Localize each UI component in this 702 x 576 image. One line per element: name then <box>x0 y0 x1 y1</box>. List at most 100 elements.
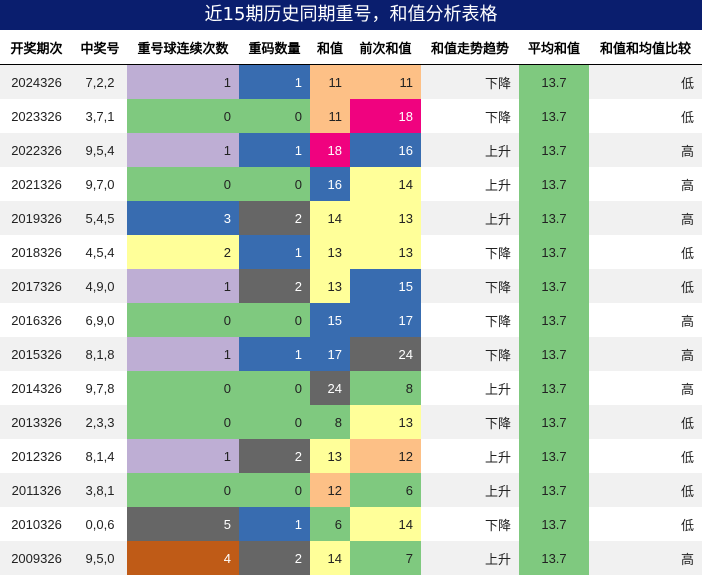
header-row: 开奖期次 中奖号 重号球连续次数 重码数量 和值 前次和值 和值走势趋势 平均和… <box>0 30 702 65</box>
cell-streak: 4 <box>127 541 239 575</box>
cell-sum: 16 <box>310 167 350 201</box>
cell-issue: 2023326 <box>0 99 73 133</box>
cell-prev-sum: 14 <box>350 507 421 541</box>
cell-repeat: 1 <box>239 64 310 99</box>
cell-prev-sum: 6 <box>350 473 421 507</box>
cell-repeat: 2 <box>239 269 310 303</box>
cell-issue: 2017326 <box>0 269 73 303</box>
cell-repeat: 0 <box>239 303 310 337</box>
header-streak: 重号球连续次数 <box>127 30 239 65</box>
cell-avg: 13.7 <box>519 371 589 405</box>
cell-trend: 下降 <box>421 99 519 133</box>
cell-numbers: 4,5,4 <box>73 235 127 269</box>
cell-avg: 13.7 <box>519 269 589 303</box>
cell-numbers: 6,9,0 <box>73 303 127 337</box>
table-row: 2009326 9,5,0 4 2 14 7 上升 13.7 高 <box>0 541 702 575</box>
cell-avg: 13.7 <box>519 439 589 473</box>
header-trend: 和值走势趋势 <box>421 30 519 65</box>
cell-numbers: 9,5,4 <box>73 133 127 167</box>
cell-prev-sum: 8 <box>350 371 421 405</box>
cell-compare: 低 <box>589 473 702 507</box>
cell-sum: 24 <box>310 371 350 405</box>
table-row: 2018326 4,5,4 2 1 13 13 下降 13.7 低 <box>0 235 702 269</box>
cell-issue: 2009326 <box>0 541 73 575</box>
header-compare: 和值和均值比较 <box>589 30 702 65</box>
cell-prev-sum: 17 <box>350 303 421 337</box>
cell-repeat: 0 <box>239 99 310 133</box>
cell-repeat: 1 <box>239 133 310 167</box>
cell-trend: 上升 <box>421 371 519 405</box>
cell-prev-sum: 15 <box>350 269 421 303</box>
cell-trend: 下降 <box>421 64 519 99</box>
cell-numbers: 4,9,0 <box>73 269 127 303</box>
cell-sum: 14 <box>310 541 350 575</box>
cell-repeat: 0 <box>239 405 310 439</box>
cell-numbers: 9,7,8 <box>73 371 127 405</box>
table-row: 2014326 9,7,8 0 0 24 8 上升 13.7 高 <box>0 371 702 405</box>
cell-issue: 2013326 <box>0 405 73 439</box>
cell-avg: 13.7 <box>519 303 589 337</box>
cell-streak: 2 <box>127 235 239 269</box>
cell-trend: 上升 <box>421 201 519 235</box>
cell-repeat: 0 <box>239 371 310 405</box>
cell-repeat: 1 <box>239 235 310 269</box>
cell-compare: 低 <box>589 64 702 99</box>
cell-numbers: 9,7,0 <box>73 167 127 201</box>
cell-prev-sum: 13 <box>350 235 421 269</box>
cell-prev-sum: 24 <box>350 337 421 371</box>
cell-avg: 13.7 <box>519 473 589 507</box>
cell-issue: 2016326 <box>0 303 73 337</box>
cell-streak: 1 <box>127 439 239 473</box>
table-row: 2017326 4,9,0 1 2 13 15 下降 13.7 低 <box>0 269 702 303</box>
cell-streak: 5 <box>127 507 239 541</box>
table-row: 2016326 6,9,0 0 0 15 17 下降 13.7 高 <box>0 303 702 337</box>
table-row: 2021326 9,7,0 0 0 16 14 上升 13.7 高 <box>0 167 702 201</box>
table-row: 2011326 3,8,1 0 0 12 6 上升 13.7 低 <box>0 473 702 507</box>
cell-compare: 低 <box>589 405 702 439</box>
cell-avg: 13.7 <box>519 507 589 541</box>
cell-sum: 6 <box>310 507 350 541</box>
cell-sum: 13 <box>310 235 350 269</box>
cell-prev-sum: 13 <box>350 201 421 235</box>
cell-repeat: 2 <box>239 201 310 235</box>
cell-avg: 13.7 <box>519 133 589 167</box>
cell-repeat: 2 <box>239 439 310 473</box>
cell-compare: 低 <box>589 235 702 269</box>
table-row: 2023326 3,7,1 0 0 11 18 下降 13.7 低 <box>0 99 702 133</box>
cell-trend: 下降 <box>421 405 519 439</box>
cell-repeat: 0 <box>239 473 310 507</box>
cell-numbers: 3,8,1 <box>73 473 127 507</box>
cell-avg: 13.7 <box>519 541 589 575</box>
cell-streak: 3 <box>127 201 239 235</box>
cell-trend: 上升 <box>421 439 519 473</box>
cell-trend: 下降 <box>421 303 519 337</box>
table-row: 2015326 8,1,8 1 1 17 24 下降 13.7 高 <box>0 337 702 371</box>
cell-streak: 0 <box>127 99 239 133</box>
cell-issue: 2014326 <box>0 371 73 405</box>
cell-streak: 1 <box>127 337 239 371</box>
header-repeat: 重码数量 <box>239 30 310 65</box>
cell-issue: 2022326 <box>0 133 73 167</box>
cell-avg: 13.7 <box>519 405 589 439</box>
header-sum: 和值 <box>310 30 350 65</box>
table-row: 2022326 9,5,4 1 1 18 16 上升 13.7 高 <box>0 133 702 167</box>
cell-trend: 下降 <box>421 337 519 371</box>
header-prev-sum: 前次和值 <box>350 30 421 65</box>
cell-streak: 0 <box>127 167 239 201</box>
cell-sum: 18 <box>310 133 350 167</box>
cell-streak: 0 <box>127 371 239 405</box>
cell-avg: 13.7 <box>519 64 589 99</box>
cell-prev-sum: 12 <box>350 439 421 473</box>
table-row: 2013326 2,3,3 0 0 8 13 下降 13.7 低 <box>0 405 702 439</box>
cell-prev-sum: 11 <box>350 64 421 99</box>
cell-streak: 0 <box>127 405 239 439</box>
cell-trend: 上升 <box>421 541 519 575</box>
cell-repeat: 1 <box>239 507 310 541</box>
cell-trend: 下降 <box>421 507 519 541</box>
cell-sum: 14 <box>310 201 350 235</box>
cell-numbers: 5,4,5 <box>73 201 127 235</box>
cell-numbers: 7,2,2 <box>73 64 127 99</box>
cell-prev-sum: 16 <box>350 133 421 167</box>
table-row: 2010326 0,0,6 5 1 6 14 下降 13.7 低 <box>0 507 702 541</box>
cell-trend: 下降 <box>421 235 519 269</box>
